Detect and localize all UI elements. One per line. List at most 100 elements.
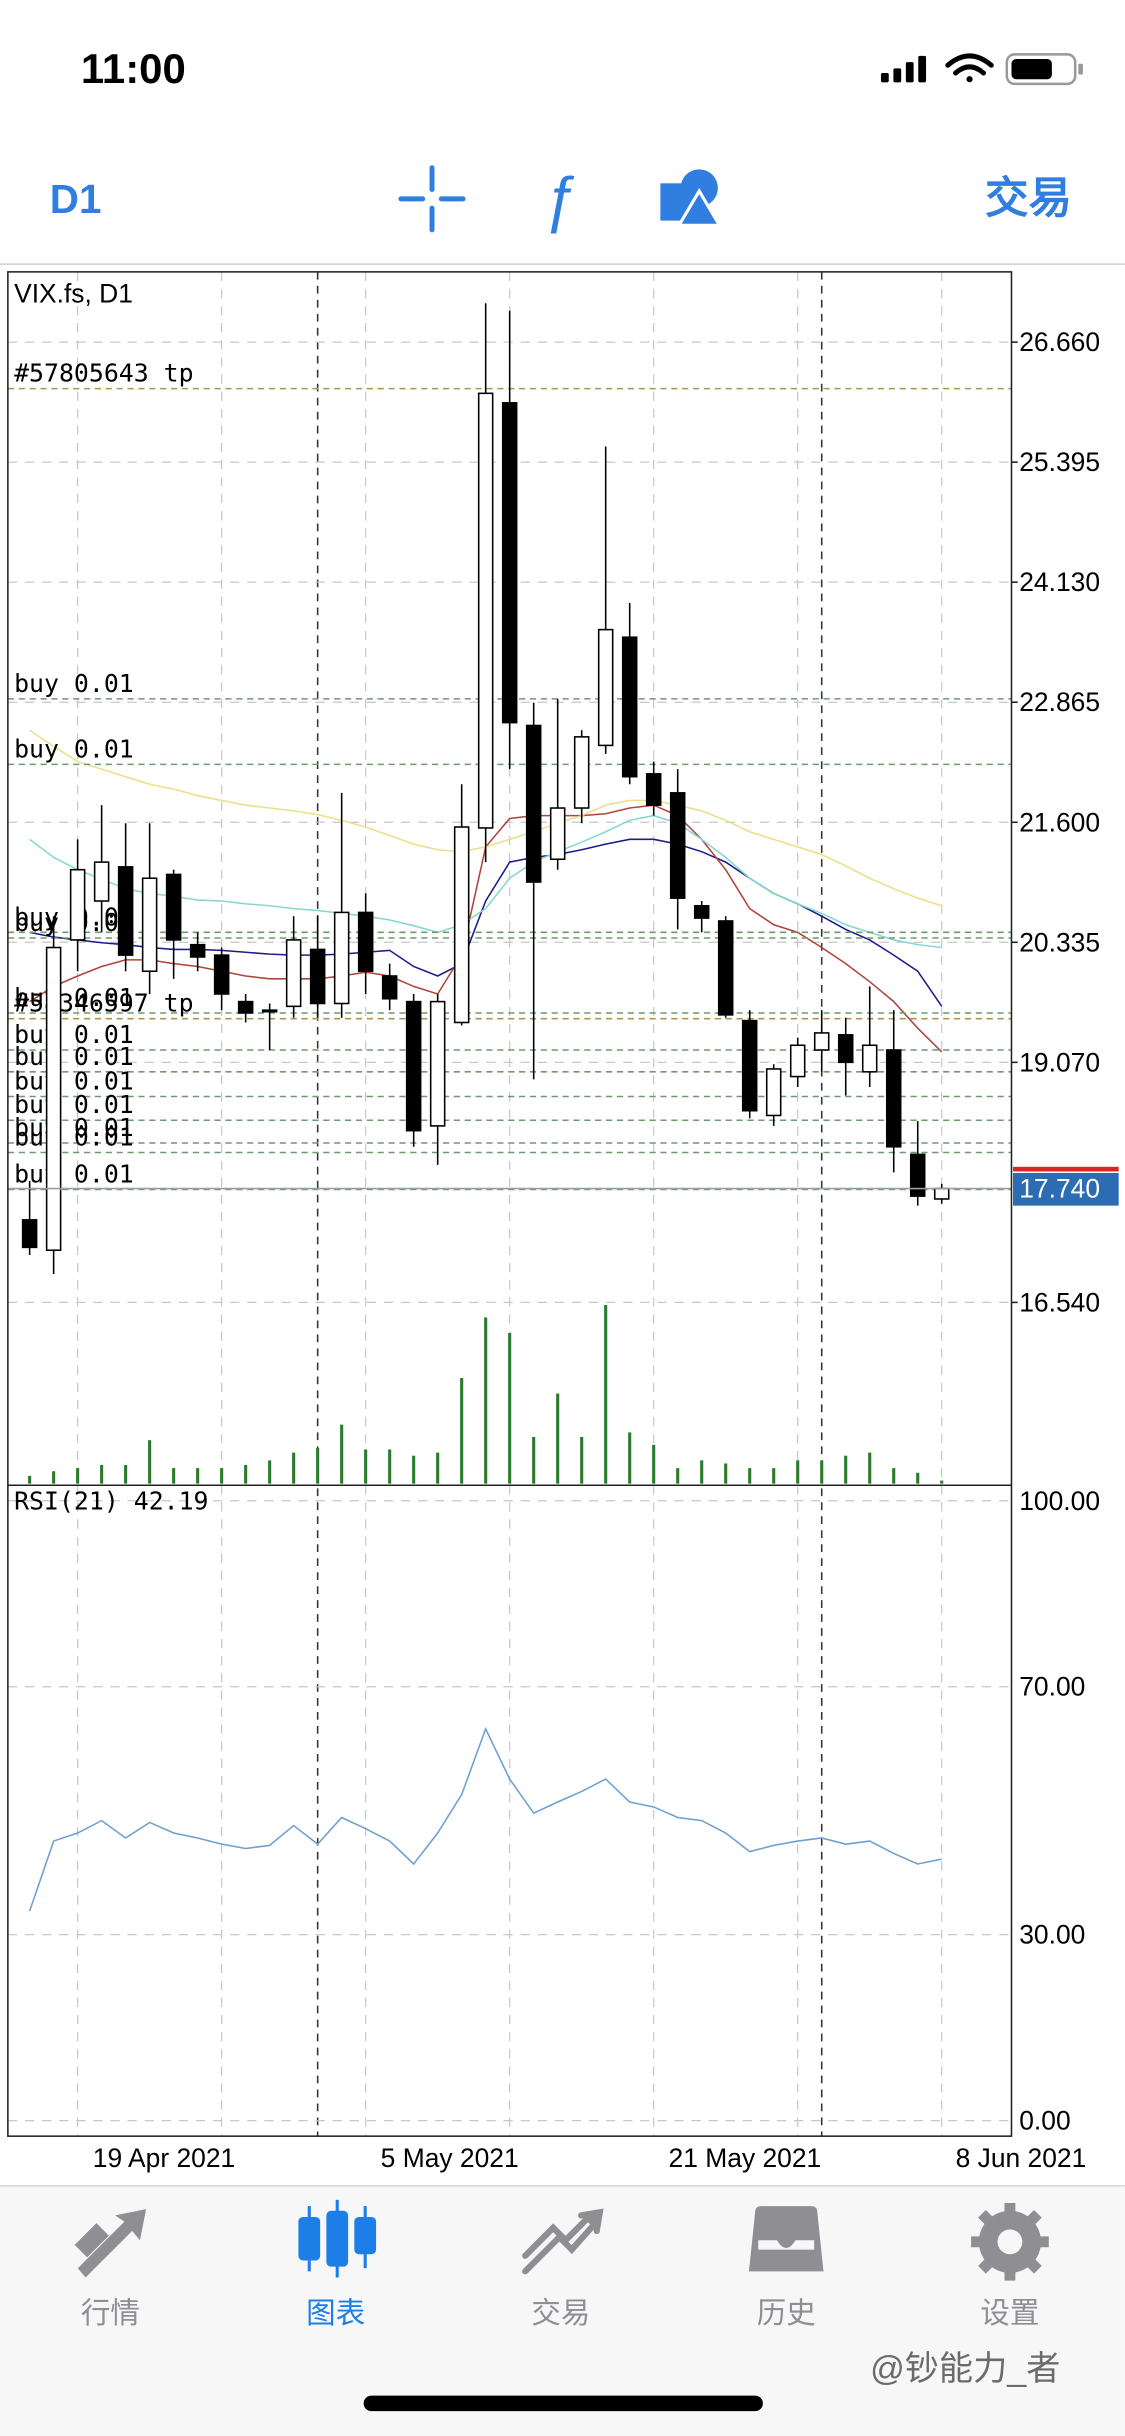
y-tick-label: 22.865 <box>1019 687 1100 717</box>
candle-body <box>477 392 494 829</box>
candle-body <box>837 1034 854 1064</box>
candle-body <box>525 724 542 883</box>
volume-bar <box>76 1468 80 1484</box>
indicator-button[interactable]: ƒ <box>542 164 577 233</box>
y-tick-label: 24.130 <box>1019 567 1100 597</box>
volume-bar <box>364 1449 368 1484</box>
candle-body <box>93 861 110 902</box>
order-label: buy 0.01 <box>14 1090 134 1119</box>
order-label: buy 0.01 <box>14 1113 134 1142</box>
volume-bar <box>28 1475 32 1484</box>
home-indicator <box>363 2395 763 2412</box>
candle-body <box>813 1032 830 1051</box>
quotes-icon[interactable] <box>74 2209 147 2278</box>
volume-bar <box>604 1305 608 1484</box>
candle-body <box>909 1153 926 1197</box>
candle-body <box>429 1000 446 1127</box>
crosshair-button[interactable] <box>398 165 466 233</box>
volume-bar <box>52 1471 56 1484</box>
candle-body <box>333 911 350 1005</box>
tab-label[interactable]: 行情 <box>81 2297 140 2330</box>
y-tick-label: 19.070 <box>1019 1047 1100 1077</box>
candle-body <box>933 1187 950 1200</box>
tab-labels: 行情 图表 交易 历史 设置 <box>81 2297 1040 2330</box>
volume-bar <box>268 1460 272 1484</box>
last-price-label: 17.740 <box>1019 1174 1100 1204</box>
volume-bar <box>124 1465 128 1484</box>
candle-body <box>765 1068 782 1117</box>
tab-label[interactable]: 历史 <box>757 2297 816 2330</box>
volume-bar <box>532 1437 536 1484</box>
settings-icon[interactable] <box>971 2202 1049 2281</box>
candle-body <box>693 904 710 919</box>
trade-icon[interactable] <box>522 2208 604 2275</box>
rsi-label: RSI(21) 42.19 <box>14 1486 208 1515</box>
volume-bar <box>844 1455 848 1484</box>
candle-body <box>861 1044 878 1073</box>
volume-bar <box>292 1452 296 1484</box>
volume-bar <box>916 1472 920 1484</box>
x-tick-label: 5 May 2021 <box>381 2143 519 2173</box>
status-time: 11:00 <box>81 45 186 92</box>
tab-label[interactable]: 交易 <box>531 2297 590 2330</box>
candle-body <box>21 1219 38 1249</box>
timeframe-button[interactable]: D1 <box>50 176 102 222</box>
history-icon[interactable] <box>748 2206 824 2272</box>
order-label: buy 0.01 <box>14 1159 134 1188</box>
chart-icon[interactable] <box>298 2199 377 2278</box>
y-tick-label: 21.600 <box>1019 807 1100 837</box>
volume-bar <box>436 1452 440 1484</box>
y-tick-label: 20.335 <box>1019 927 1100 957</box>
volume-bar <box>772 1468 776 1484</box>
x-tick-label: 8 Jun 2021 <box>956 2143 1087 2173</box>
candle-body <box>621 636 638 778</box>
rsi-tick-label: 30.00 <box>1019 1920 1085 1950</box>
candle-body <box>309 948 326 1005</box>
volume-bar <box>796 1460 800 1484</box>
candle-body <box>237 1000 254 1014</box>
volume-bar <box>820 1460 824 1484</box>
order-label: buy 0.01 <box>14 1020 134 1049</box>
volume-bar <box>172 1468 176 1484</box>
candle-body <box>597 628 614 747</box>
candle-body <box>453 826 470 1024</box>
candle-body <box>645 773 662 806</box>
y-tick-label: 16.540 <box>1019 1287 1100 1317</box>
candle-body <box>285 939 302 1008</box>
candle-body <box>45 946 62 1252</box>
candle-body <box>549 807 566 861</box>
volume-bar <box>676 1468 680 1484</box>
volume-bar <box>748 1468 752 1484</box>
candle-body <box>669 792 686 899</box>
volume-bar <box>868 1452 872 1484</box>
tab-bar <box>0 2185 1125 2436</box>
battery-icon <box>1005 53 1083 86</box>
candle-body <box>405 1000 422 1132</box>
objects-button[interactable] <box>660 169 723 227</box>
candle-body <box>741 1019 758 1112</box>
chart-title: VIX.fs, D1 <box>14 279 133 309</box>
order-label: buy 0.01 <box>14 1122 134 1151</box>
order-label: buy 0.01 <box>14 734 134 763</box>
tab-label[interactable]: 设置 <box>980 2297 1039 2330</box>
volume-bar <box>388 1449 392 1484</box>
volume-bar <box>220 1468 224 1484</box>
candle-body <box>501 402 518 724</box>
tab-label[interactable]: 图表 <box>306 2297 365 2330</box>
trade-button[interactable]: 交易 <box>985 175 1072 223</box>
volume-bar <box>652 1444 656 1484</box>
signal-icon <box>880 55 927 83</box>
volume-bar <box>148 1440 152 1484</box>
candle-body <box>69 868 86 941</box>
order-label: buy 0.01 <box>14 1042 134 1071</box>
x-tick-label: 21 May 2021 <box>669 2143 822 2173</box>
order-label: buy 0.01 <box>14 983 134 1012</box>
order-label: #57805643 tp <box>14 359 194 388</box>
volume-bar <box>340 1424 344 1484</box>
candle-body <box>117 866 134 956</box>
volume-bar <box>556 1393 560 1484</box>
moving-average-line <box>29 814 942 949</box>
volume-bar <box>580 1437 584 1484</box>
